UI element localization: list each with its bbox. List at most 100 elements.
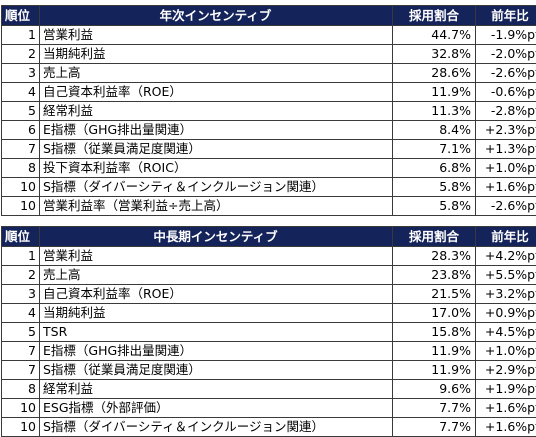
rank-cell: 1 [2, 247, 40, 266]
header-row: 順位 中長期インセンティブ 採用割合 前年比 [2, 227, 536, 247]
header-rate: 採用割合 [393, 227, 476, 247]
rank-cell: 4 [2, 83, 40, 102]
header-yoy: 前年比 [476, 6, 536, 26]
item-cell: 自己資本利益率（ROE） [40, 285, 393, 304]
rate-cell: 28.6% [393, 64, 476, 83]
item-cell: S指標（従業員満足度関連） [40, 361, 393, 380]
yoy-cell: +4.2%pt [476, 247, 536, 266]
rate-cell: 32.8% [393, 45, 476, 64]
header-item: 年次インセンティブ [40, 6, 393, 26]
rate-cell: 7.7% [393, 399, 476, 418]
header-rate: 採用割合 [393, 6, 476, 26]
rate-cell: 7.1% [393, 140, 476, 159]
rate-cell: 21.5% [393, 285, 476, 304]
rank-cell: 1 [2, 26, 40, 45]
yoy-cell: +0.9%pt [476, 304, 536, 323]
rate-cell: 6.8% [393, 159, 476, 178]
rank-cell: 3 [2, 64, 40, 83]
rate-cell: 5.8% [393, 178, 476, 197]
yoy-cell: -2.6%pt [476, 197, 536, 216]
rank-cell: 6 [2, 121, 40, 140]
rate-cell: 11.3% [393, 102, 476, 121]
item-cell: TSR [40, 323, 393, 342]
yoy-cell: +1.9%pt [476, 380, 536, 399]
header-yoy: 前年比 [476, 227, 536, 247]
yoy-cell: +5.5%pt [476, 266, 536, 285]
rank-cell: 2 [2, 266, 40, 285]
rate-cell: 17.0% [393, 304, 476, 323]
rate-cell: 11.9% [393, 83, 476, 102]
item-cell: 当期純利益 [40, 304, 393, 323]
rate-cell: 5.8% [393, 197, 476, 216]
rate-cell: 11.9% [393, 342, 476, 361]
yoy-cell: -2.0%pt [476, 45, 536, 64]
rate-cell: 28.3% [393, 247, 476, 266]
yoy-cell: +1.3%pt [476, 140, 536, 159]
yoy-cell: +1.6%pt [476, 399, 536, 418]
rate-cell: 11.9% [393, 361, 476, 380]
yoy-cell: +1.6%pt [476, 178, 536, 197]
item-cell: E指標（GHG排出量関連） [40, 121, 393, 140]
rank-cell: 8 [2, 380, 40, 399]
item-cell: 当期純利益 [40, 45, 393, 64]
item-cell: 自己資本利益率（ROE） [40, 83, 393, 102]
yoy-cell: +2.3%pt [476, 121, 536, 140]
rank-cell: 5 [2, 323, 40, 342]
rate-cell: 8.4% [393, 121, 476, 140]
rank-cell: 10 [2, 197, 40, 216]
header-row: 順位 年次インセンティブ 採用割合 前年比 [2, 6, 536, 26]
rank-cell: 5 [2, 102, 40, 121]
item-cell: 経常利益 [40, 102, 393, 121]
yoy-cell: +3.2%pt [476, 285, 536, 304]
rank-cell: 7 [2, 342, 40, 361]
item-cell: 営業利益率（営業利益÷売上高） [40, 197, 393, 216]
item-cell: 営業利益 [40, 26, 393, 45]
yoy-cell: +1.0%pt [476, 342, 536, 361]
item-cell: 売上高 [40, 64, 393, 83]
rank-cell: 3 [2, 285, 40, 304]
item-cell: 投下資本利益率（ROIC） [40, 159, 393, 178]
item-cell: S指標（ダイバーシティ＆インクルージョン関連） [40, 178, 393, 197]
item-cell: ESG指標（外部評価） [40, 399, 393, 418]
yoy-cell: +4.5%pt [476, 323, 536, 342]
rank-cell: 7 [2, 140, 40, 159]
rate-cell: 15.8% [393, 323, 476, 342]
yoy-cell: -1.9%pt [476, 26, 536, 45]
yoy-cell: -2.8%pt [476, 102, 536, 121]
rate-cell: 44.7% [393, 26, 476, 45]
item-cell: E指標（GHG排出量関連） [40, 342, 393, 361]
rank-cell: 10 [2, 399, 40, 418]
rank-cell: 4 [2, 304, 40, 323]
rate-cell: 23.8% [393, 266, 476, 285]
item-cell: 経常利益 [40, 380, 393, 399]
rank-cell: 10 [2, 178, 40, 197]
rank-cell: 7 [2, 361, 40, 380]
rate-cell: 9.6% [393, 380, 476, 399]
item-cell: 売上高 [40, 266, 393, 285]
yoy-cell: -2.6%pt [476, 64, 536, 83]
header-item: 中長期インセンティブ [40, 227, 393, 247]
header-rank: 順位 [2, 227, 40, 247]
yoy-cell: -0.6%pt [476, 83, 536, 102]
yoy-cell: +2.9%pt [476, 361, 536, 380]
